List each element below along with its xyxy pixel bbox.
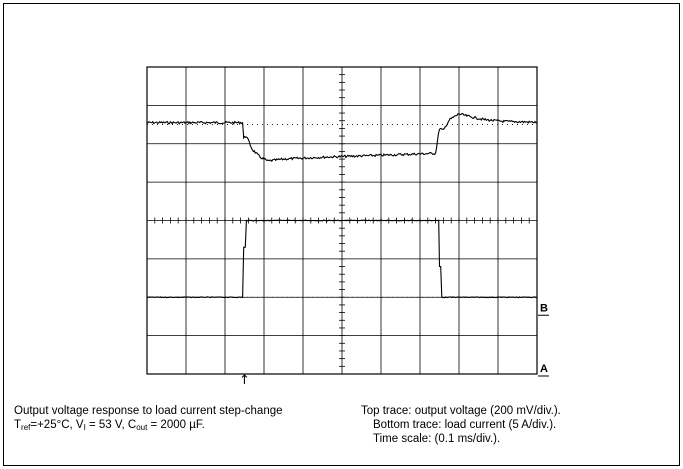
- caption-title: Output voltage response to load current …: [14, 405, 283, 417]
- caption-c-sub: out: [136, 423, 148, 432]
- trace-bottom: [146, 219, 538, 299]
- channel-marker-b: B: [540, 302, 548, 314]
- caption-v-sub: I: [83, 423, 86, 432]
- caption-v-value: = 53 V, C: [85, 419, 137, 431]
- caption-conditions: Tref=+25°C, VI = 53 V, Cout = 2000 µF.: [14, 418, 205, 435]
- traces: [146, 113, 538, 299]
- caption-c-value: = 2000 µF.: [147, 419, 205, 431]
- caption-time-scale: Time scale: (0.1 ms/div.).: [373, 433, 501, 445]
- caption-t-symbol: T: [14, 419, 22, 431]
- channel-marker-a: A: [540, 363, 548, 375]
- caption-t-sub: ref: [21, 423, 31, 432]
- caption-t-value: =+25°C, V: [30, 419, 84, 431]
- caption-top-trace: Top trace: output voltage (200 mV/div.).: [361, 405, 561, 417]
- markers: ↑ B A: [239, 302, 549, 388]
- figure-frame: [3, 3, 680, 466]
- caption-bottom-trace: Bottom trace: load current (5 A/div.).: [373, 419, 557, 431]
- trace-top: [146, 113, 538, 163]
- trigger-marker: ↑: [239, 373, 250, 388]
